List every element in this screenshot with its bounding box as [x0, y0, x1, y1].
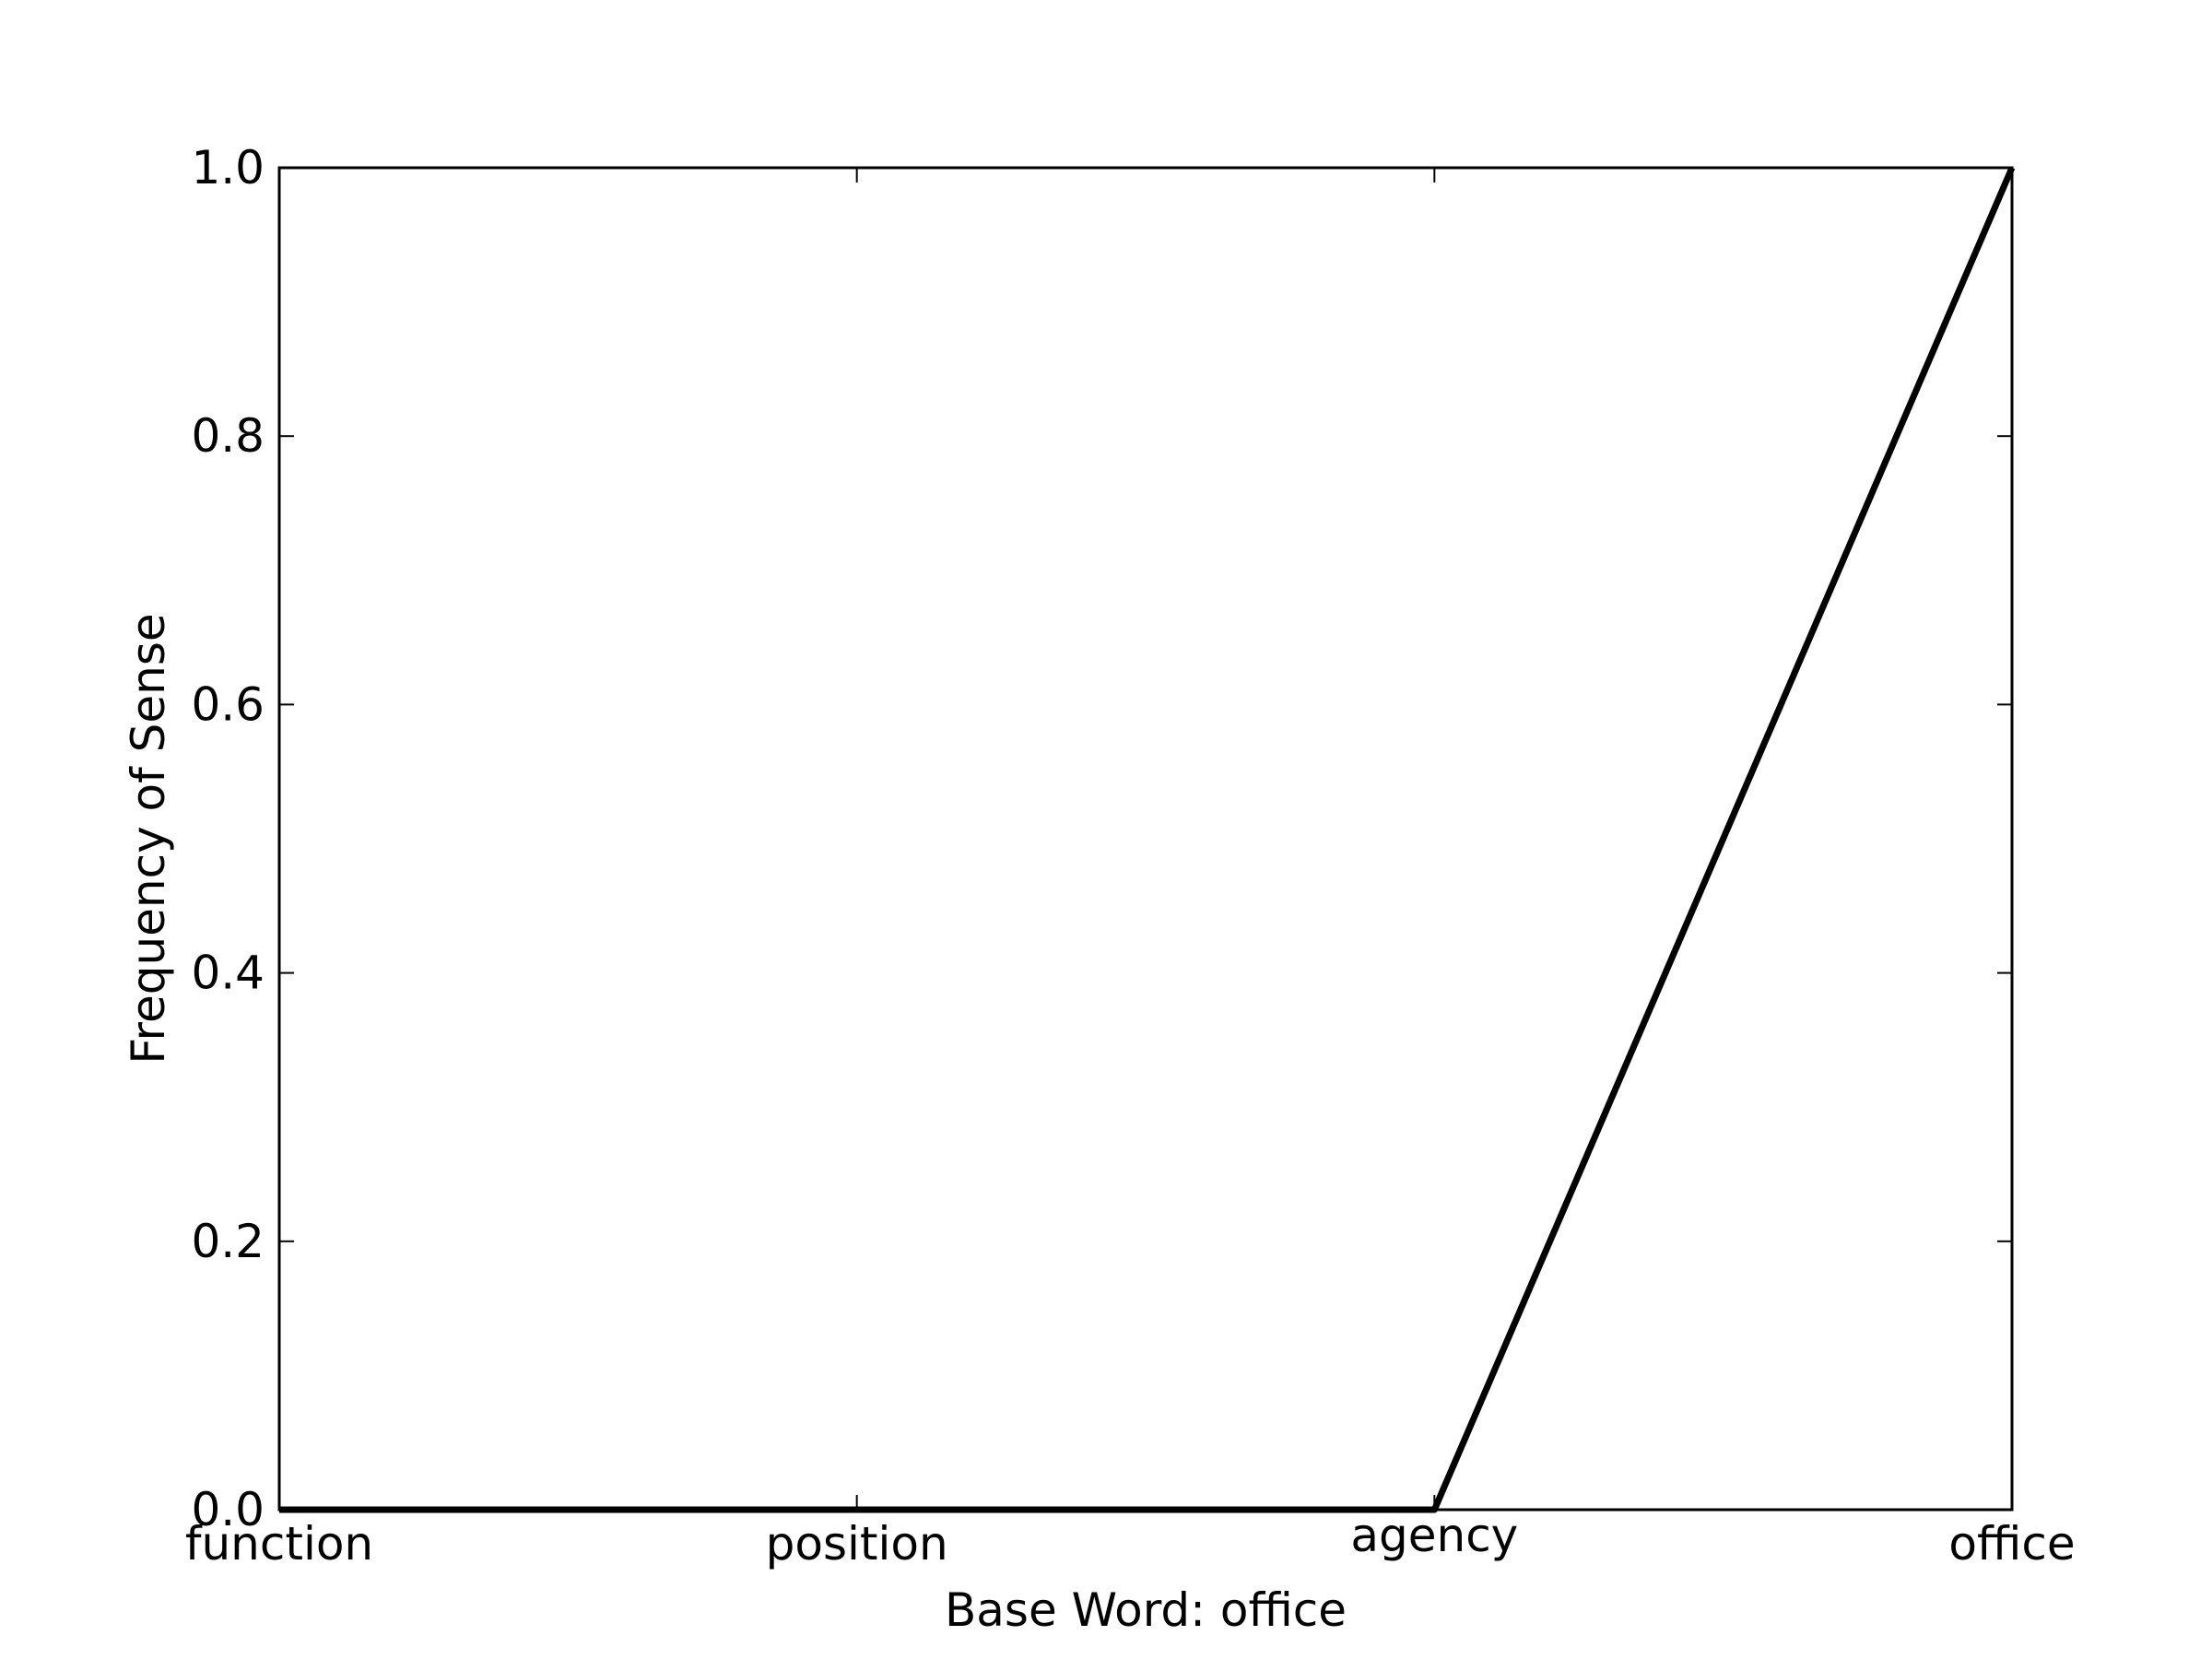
x-tick-label: function	[185, 1517, 373, 1571]
y-tick-label: 0.4	[191, 947, 265, 1000]
y-tick-label: 1.0	[191, 141, 265, 194]
x-tick-label: position	[766, 1517, 948, 1571]
y-tick-label: 0.0	[191, 1483, 265, 1536]
series-line	[279, 166, 2016, 1513]
y-tick-label: 0.6	[191, 677, 265, 731]
x-tick-label: agency	[1350, 1509, 1518, 1562]
plot-area	[278, 166, 2016, 1513]
x-axis-title: Base Word: office	[945, 1583, 1347, 1637]
y-axis-title: Frequency of Sense	[122, 613, 175, 1064]
axis-ticks	[278, 167, 2013, 1511]
x-tick-label: office	[1948, 1517, 2075, 1571]
y-tick-label: 0.2	[191, 1215, 265, 1268]
plot-frame	[277, 166, 2014, 1512]
y-tick-label: 0.8	[191, 409, 265, 463]
tick-labels: 0.0 0.2 0.4 0.6 0.8 1.0 function position agency…	[185, 141, 2076, 1571]
